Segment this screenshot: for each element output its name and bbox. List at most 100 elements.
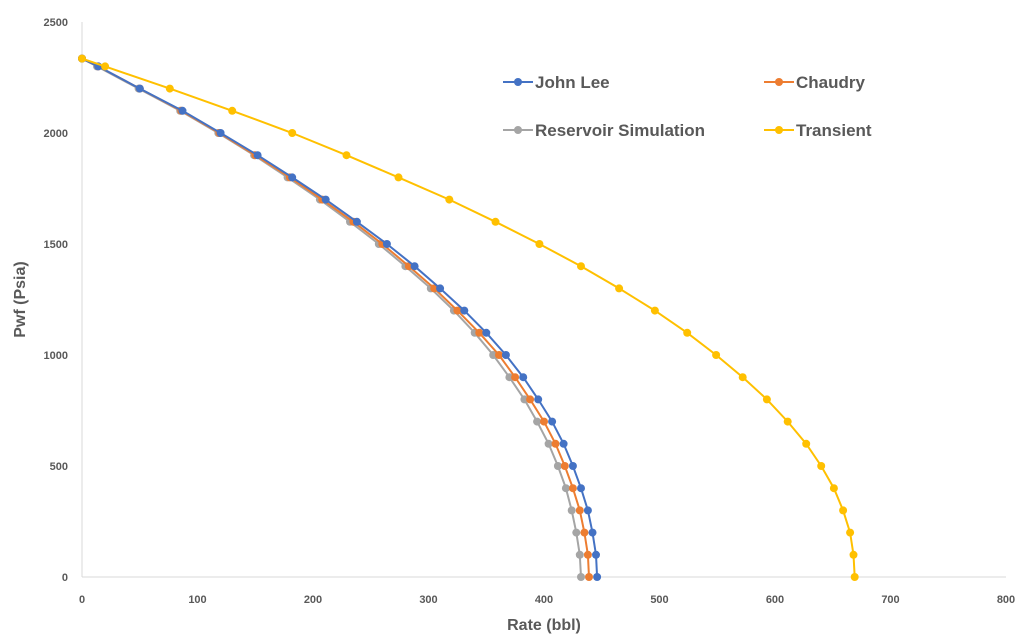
x-tick-label: 600 — [766, 594, 784, 606]
data-point — [482, 328, 491, 337]
data-point — [849, 550, 858, 559]
data-point — [288, 173, 297, 182]
data-point — [588, 528, 597, 537]
data-point — [583, 506, 592, 515]
y-tick-label: 0 — [62, 572, 68, 584]
series-john-lee — [78, 54, 602, 581]
y-tick-label: 1500 — [44, 239, 68, 251]
series-line — [81, 57, 856, 578]
series-line — [81, 57, 590, 578]
legend-marker — [775, 78, 783, 86]
legend-marker — [514, 126, 522, 134]
data-point — [342, 151, 351, 160]
y-axis-title: Pwf (Psia) — [12, 261, 29, 337]
data-point — [505, 373, 514, 382]
data-point — [165, 84, 174, 93]
data-point — [585, 573, 593, 581]
data-point — [712, 351, 721, 359]
data-point — [135, 84, 144, 93]
data-point — [738, 373, 747, 382]
x-tick-label: 200 — [304, 594, 322, 606]
data-point — [553, 462, 562, 470]
series-chaudry — [78, 54, 593, 581]
data-point — [460, 306, 469, 315]
data-point — [577, 262, 585, 271]
data-point — [253, 151, 262, 160]
legend-label: Reservoir Simulation — [535, 121, 705, 140]
series-layer — [78, 54, 859, 581]
data-point — [445, 195, 454, 204]
data-point — [593, 573, 602, 581]
data-point — [615, 284, 624, 293]
x-tick-label: 0 — [79, 594, 85, 606]
series-transient — [78, 54, 859, 581]
series-reservoir-simulation — [78, 54, 585, 581]
data-point — [559, 439, 568, 448]
legend-label: Transient — [796, 121, 872, 140]
data-point — [216, 129, 225, 137]
data-point — [551, 439, 560, 448]
y-tick-label: 2500 — [44, 17, 68, 29]
data-point — [101, 62, 110, 71]
data-point — [491, 217, 500, 226]
y-tick-label: 500 — [50, 461, 68, 473]
data-point — [534, 395, 543, 404]
data-point — [783, 417, 792, 426]
x-tick-label: 800 — [997, 594, 1015, 606]
y-tick-label: 2000 — [44, 128, 68, 140]
x-tick-label: 500 — [650, 594, 668, 606]
data-point — [501, 351, 510, 359]
legend-item: Chaudry — [764, 73, 866, 92]
series-line — [81, 57, 582, 578]
x-tick-label: 300 — [419, 594, 437, 606]
data-point — [288, 129, 297, 137]
data-point — [683, 328, 692, 337]
data-point — [540, 417, 548, 426]
data-point — [410, 262, 419, 271]
legend-item: Transient — [764, 121, 872, 140]
x-tick-label: 700 — [881, 594, 899, 606]
legend-item: John Lee — [503, 73, 610, 92]
data-point — [572, 528, 581, 537]
y-tick-label: 1000 — [44, 350, 68, 362]
data-point — [592, 550, 600, 559]
data-point — [580, 528, 589, 537]
data-point — [561, 484, 570, 493]
data-point — [568, 484, 577, 493]
series-line — [81, 57, 599, 578]
data-point — [178, 106, 187, 115]
data-point — [817, 462, 826, 470]
data-point — [520, 395, 529, 404]
data-point — [453, 306, 462, 315]
x-axis-title: Rate (bbl) — [507, 617, 581, 634]
x-tick-label: 100 — [188, 594, 206, 606]
data-point — [489, 351, 498, 359]
legend-marker — [775, 126, 783, 134]
data-point — [575, 550, 584, 559]
legend-item: Reservoir Simulation — [503, 121, 705, 140]
data-point — [583, 550, 592, 559]
data-point — [321, 195, 330, 204]
axes — [81, 22, 1006, 578]
legend-label: John Lee — [535, 73, 610, 92]
data-point — [78, 54, 86, 63]
data-point — [228, 106, 237, 115]
data-point — [802, 439, 811, 448]
x-tick-label: 400 — [535, 594, 553, 606]
data-point — [495, 351, 503, 359]
data-point — [548, 417, 557, 426]
y-tick-labels: 0 500 1000 1500 2000 2500 — [44, 17, 68, 584]
data-point — [535, 240, 544, 248]
data-point — [352, 217, 361, 226]
data-point — [762, 395, 771, 404]
data-point — [846, 528, 855, 537]
data-point — [839, 506, 848, 515]
data-point — [560, 462, 569, 470]
data-point — [533, 417, 542, 426]
data-point — [850, 573, 859, 581]
legend-marker — [514, 78, 522, 86]
data-point — [394, 173, 403, 182]
data-point — [567, 506, 576, 515]
data-point — [544, 439, 553, 448]
